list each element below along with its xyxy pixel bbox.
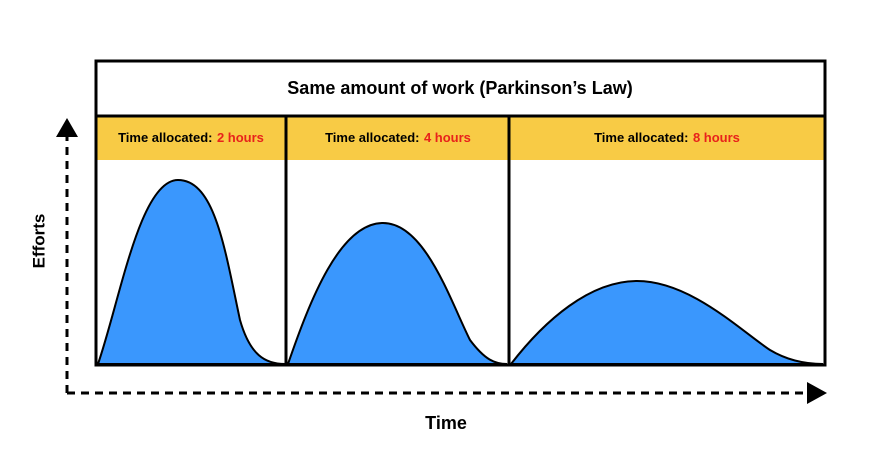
frame bbox=[94, 59, 827, 367]
effort-curve bbox=[96, 178, 286, 365]
y-axis-label: Efforts bbox=[29, 214, 48, 269]
label: Time allocated: bbox=[325, 130, 419, 145]
hours: 8 hours bbox=[693, 130, 740, 145]
panel-label: Time allocated: 2 hours bbox=[118, 130, 264, 147]
panel-label: Time allocated: 4 hours bbox=[325, 130, 471, 147]
title: Same amount of work (Parkinson’s Law) bbox=[287, 78, 632, 98]
panel-label: Time allocated: 8 hours bbox=[594, 130, 740, 147]
label: Time allocated: bbox=[118, 130, 212, 145]
effort-curve bbox=[508, 279, 824, 365]
hours: 2 hours bbox=[217, 130, 264, 145]
x-axis-label: Time bbox=[425, 413, 467, 433]
effort-curve bbox=[286, 221, 508, 365]
header-band bbox=[96, 116, 825, 160]
x-arrow bbox=[807, 382, 827, 404]
y-arrow bbox=[56, 118, 78, 137]
hours: 4 hours bbox=[424, 130, 471, 145]
label: Time allocated: bbox=[594, 130, 688, 145]
